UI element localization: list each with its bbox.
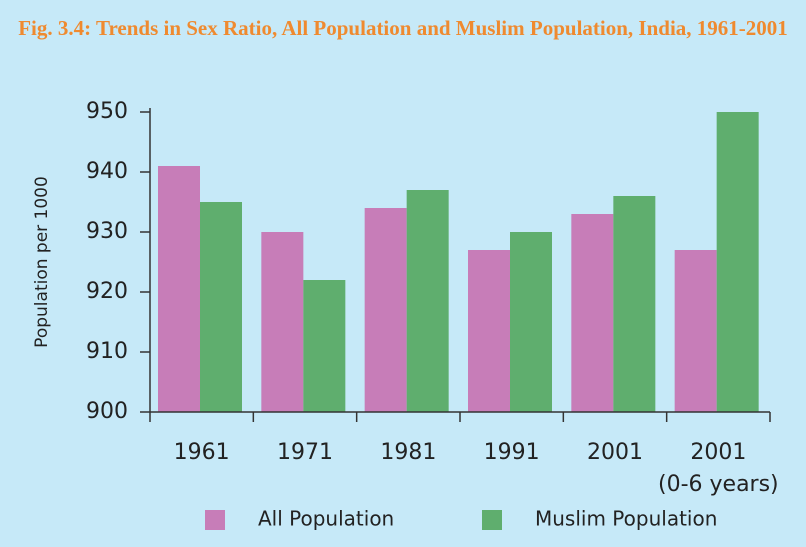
- bar: [468, 250, 510, 412]
- legend-label: Muslim Population: [535, 507, 717, 531]
- bar: [261, 232, 304, 412]
- y-tick-label: 900: [86, 399, 128, 424]
- bar: [406, 190, 449, 412]
- y-tick-label: 940: [86, 159, 128, 184]
- bar: [716, 112, 759, 412]
- x-tick-label: 1981: [380, 440, 437, 465]
- x-tick-label: 2001 (0-6 years): [658, 440, 779, 497]
- y-tick-label: 910: [86, 339, 128, 364]
- bar: [613, 196, 656, 412]
- bar: [571, 214, 614, 412]
- bar: [303, 280, 346, 412]
- y-tick-label: 920: [86, 279, 128, 304]
- bar: [510, 232, 552, 412]
- y-axis-label: Population per 1000: [32, 176, 52, 348]
- x-tick-label: 1971: [277, 440, 333, 465]
- x-tick-label: 1961: [173, 440, 230, 465]
- y-tick-label: 930: [86, 219, 128, 244]
- bar: [674, 250, 717, 412]
- y-tick-label: 950: [86, 99, 128, 124]
- bar: [200, 202, 242, 412]
- bar: [158, 166, 200, 412]
- legend-label: All Population: [258, 507, 394, 531]
- legend-swatch: [482, 510, 502, 530]
- x-tick-label: 1991: [483, 440, 540, 465]
- x-tick-label: 2001: [587, 440, 643, 465]
- legend-swatch: [205, 510, 225, 530]
- bar: [364, 208, 407, 412]
- chart-title: Fig. 3.4: Trends in Sex Ratio, All Popul…: [18, 16, 788, 40]
